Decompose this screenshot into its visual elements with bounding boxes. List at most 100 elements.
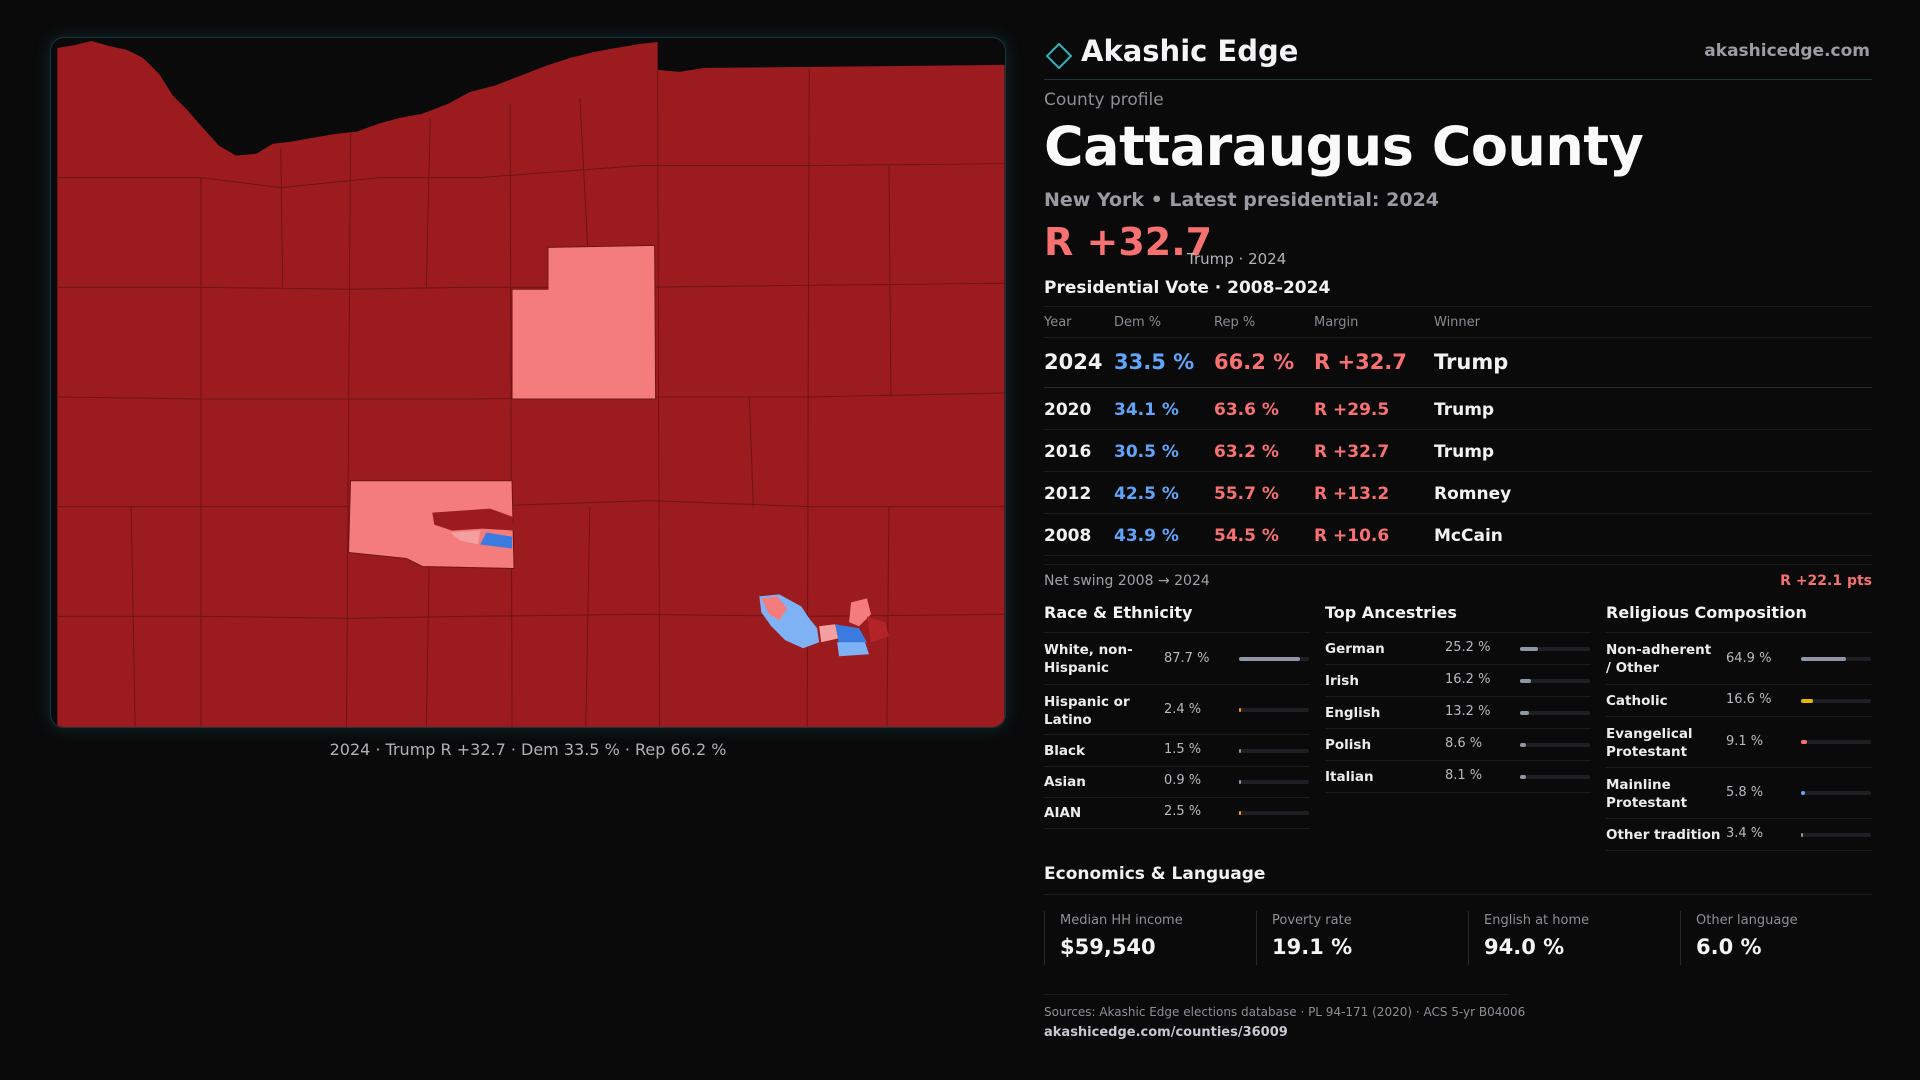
cell-winner: McCain: [1434, 526, 1503, 546]
swing-value: R +22.1 pts: [1780, 573, 1872, 589]
demo-row: Asian 0.9 %: [1044, 767, 1310, 798]
econ-value: 19.1 %: [1272, 935, 1353, 959]
religion-row: Catholic 16.6 %: [1606, 685, 1872, 717]
demo-bar-fill: [1239, 708, 1241, 712]
demo-bar: [1239, 811, 1309, 815]
cell-winner: Trump: [1434, 350, 1509, 374]
map-region-lean-dem-3[interactable]: [837, 642, 870, 657]
ancestry-value: 8.1 %: [1445, 768, 1483, 783]
cell-margin: R +32.7: [1314, 350, 1407, 374]
precinct-map-svg[interactable]: [51, 38, 1005, 727]
ancestry-bar-fill: [1520, 743, 1526, 747]
religion-value: 16.6 %: [1726, 692, 1772, 707]
econ-card-english: English at home 94.0 %: [1468, 911, 1680, 965]
demo-value: 1.5 %: [1164, 742, 1202, 757]
religion-bar-fill: [1801, 740, 1807, 744]
religion-label: Evangelical Protestant: [1606, 726, 1693, 760]
demo-label: Black: [1044, 743, 1086, 759]
ancestry-bar: [1520, 647, 1590, 651]
demo-row: Black 1.5 %: [1044, 735, 1310, 767]
cell-dem: 34.1 %: [1114, 400, 1179, 420]
demo-value: 2.4 %: [1164, 702, 1202, 717]
cell-dem: 30.5 %: [1114, 442, 1179, 462]
econ-value: $59,540: [1060, 935, 1156, 959]
ancestry-bar: [1520, 743, 1590, 747]
demo-bar-fill: [1239, 780, 1241, 784]
sources-text: Sources: Akashic Edge elections database…: [1044, 1005, 1526, 1019]
sources-url[interactable]: akashicedge.com/counties/36009: [1044, 1025, 1288, 1040]
race-ethnicity-section: Race & Ethnicity White, non-Hispanic 87.…: [1044, 600, 1310, 829]
religion-row: Non-adherent / Other 64.9 %: [1606, 633, 1872, 685]
table-row: 2008 43.9 % 54.5 % R +10.6 McCain: [1044, 514, 1872, 556]
ancestry-label: Italian: [1325, 769, 1374, 785]
vote-section-title: Presidential Vote · 2008–2024: [1044, 278, 1331, 298]
map-region-lean-rep-2[interactable]: [348, 480, 515, 569]
ancestry-row: Italian 8.1 %: [1325, 761, 1591, 793]
cell-winner: Trump: [1434, 400, 1495, 420]
ancestry-bar: [1520, 711, 1590, 715]
demo-value: 2.5 %: [1164, 804, 1202, 819]
econ-label: English at home: [1484, 913, 1590, 928]
brand-url[interactable]: akashicedge.com: [1704, 41, 1870, 61]
ancestry-label: English: [1325, 705, 1381, 721]
demo-bar: [1239, 708, 1309, 712]
demo-row: Hispanic or Latino 2.4 %: [1044, 685, 1310, 735]
map-region-dem-2[interactable]: [835, 624, 868, 645]
map-region-lean-dem-1[interactable]: [450, 530, 481, 545]
demo-bar-fill: [1239, 811, 1241, 815]
header-dem: Dem %: [1114, 315, 1162, 330]
religion-bar-fill: [1801, 833, 1803, 837]
map-region-strong-rep-2[interactable]: [432, 508, 515, 531]
header-winner: Winner: [1434, 315, 1481, 330]
econ-label: Poverty rate: [1272, 913, 1352, 928]
religion-bar-fill: [1801, 699, 1813, 703]
religion-label: Catholic: [1606, 693, 1668, 709]
county-map[interactable]: [50, 37, 1006, 728]
ancestry-value: 13.2 %: [1445, 704, 1491, 719]
map-region-dem-1[interactable]: [480, 532, 513, 549]
demo-bar: [1239, 780, 1309, 784]
demo-row: AIAN 2.5 %: [1044, 798, 1310, 829]
demo-label: White, non-Hispanic: [1044, 642, 1133, 676]
religion-value: 64.9 %: [1726, 651, 1772, 666]
headline-note: Trump · 2024: [1187, 250, 1287, 268]
map-region-lean-rep-1[interactable]: [511, 244, 657, 400]
demo-row: White, non-Hispanic 87.7 %: [1044, 633, 1310, 685]
divider: [1044, 894, 1872, 895]
cell-winner: Trump: [1434, 442, 1495, 462]
ancestry-bar-fill: [1520, 679, 1531, 683]
header-margin: Margin: [1314, 315, 1359, 330]
map-region-strong-rep-3[interactable]: [867, 616, 889, 643]
map-region-lean-rep-5[interactable]: [849, 598, 872, 627]
ancestry-row: Irish 16.2 %: [1325, 665, 1591, 697]
economics-title: Economics & Language: [1044, 864, 1266, 884]
cell-rep: 55.7 %: [1214, 484, 1279, 504]
econ-label: Median HH income: [1060, 913, 1183, 928]
religion-row: Evangelical Protestant 9.1 %: [1606, 717, 1872, 768]
religion-bar-fill: [1801, 657, 1846, 661]
demo-bar: [1239, 657, 1309, 661]
religion-bar: [1801, 699, 1871, 703]
cell-margin: R +10.6: [1314, 526, 1390, 546]
ancestry-bar-fill: [1520, 775, 1526, 779]
ancestry-bar: [1520, 679, 1590, 683]
cell-year: 2016: [1044, 442, 1092, 462]
table-row: 2012 42.5 % 55.7 % R +13.2 Romney: [1044, 472, 1872, 514]
header-rep: Rep %: [1214, 315, 1256, 330]
brand-header: Akashic Edge akashicedge.com: [1044, 30, 1872, 80]
table-row: 2024 33.5 % 66.2 % R +32.7 Trump: [1044, 338, 1872, 388]
cell-margin: R +13.2: [1314, 484, 1390, 504]
demo-value: 87.7 %: [1164, 651, 1210, 666]
net-swing-row: Net swing 2008 → 2024 R +22.1 pts: [1044, 564, 1872, 594]
ancestry-value: 16.2 %: [1445, 672, 1491, 687]
cell-year: 2008: [1044, 526, 1092, 546]
demo-bar-fill: [1239, 657, 1300, 661]
map-region-lean-rep-4[interactable]: [819, 624, 840, 643]
presidential-vote-table: Year Dem % Rep % Margin Winner 2024 33.5…: [1044, 306, 1872, 556]
profile-subline: New York • Latest presidential: 2024: [1044, 189, 1440, 211]
map-region-lean-rep-3[interactable]: [761, 596, 788, 621]
cell-dem: 33.5 %: [1114, 350, 1195, 374]
demo-label: Asian: [1044, 774, 1086, 790]
map-caption: 2024 · Trump R +32.7 · Dem 33.5 % · Rep …: [329, 740, 727, 759]
ancestry-title: Top Ancestries: [1325, 600, 1591, 633]
